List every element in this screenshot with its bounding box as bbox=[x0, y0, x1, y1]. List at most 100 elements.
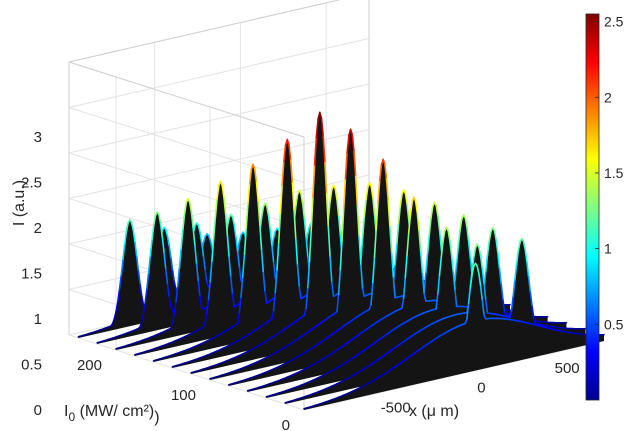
curve-segment bbox=[435, 204, 439, 217]
curve-segment bbox=[171, 312, 176, 324]
curve-segment bbox=[375, 202, 379, 231]
curve-segment bbox=[467, 287, 472, 305]
curve-segment bbox=[272, 291, 277, 312]
curve-segment bbox=[197, 224, 201, 234]
curve-segment bbox=[479, 284, 484, 301]
curve-segment bbox=[241, 253, 246, 279]
curve-segment bbox=[478, 246, 482, 257]
curve-segment bbox=[401, 297, 405, 310]
curve-segment bbox=[298, 286, 302, 300]
curve-segment bbox=[281, 160, 285, 187]
y-tick-label: 100 bbox=[171, 387, 196, 404]
curve-segment bbox=[390, 252, 395, 279]
colorbar-gradient bbox=[585, 13, 600, 401]
box-edge bbox=[68, 61, 305, 138]
curve-segment bbox=[253, 168, 258, 183]
curve-face bbox=[153, 164, 454, 362]
curve-segment bbox=[389, 225, 393, 254]
curve-segment bbox=[448, 239, 453, 256]
curve-segment bbox=[421, 272, 426, 295]
curve-segment bbox=[209, 260, 213, 283]
curve-segment bbox=[270, 309, 275, 320]
curve-segment bbox=[118, 274, 123, 291]
curve-segment bbox=[221, 184, 225, 198]
curve-segment bbox=[207, 280, 211, 301]
curve-segment bbox=[418, 229, 422, 253]
curve-segment bbox=[289, 159, 294, 184]
curve-segment bbox=[276, 241, 280, 271]
curve-segment bbox=[296, 264, 301, 288]
curve-segment bbox=[137, 270, 141, 286]
y-axis-label: I0 (MW/ cm²)) bbox=[64, 403, 160, 426]
curve-segment bbox=[495, 238, 499, 254]
curve-segment bbox=[211, 237, 215, 262]
curve-segment bbox=[378, 164, 383, 182]
curve-segment bbox=[117, 288, 121, 303]
curve-segment bbox=[407, 213, 412, 234]
curve-segment bbox=[329, 255, 333, 284]
curve-segment bbox=[527, 275, 532, 294]
box-edge bbox=[68, 0, 341, 63]
curve-segment bbox=[295, 193, 299, 207]
curve-segment bbox=[238, 266, 242, 282]
curve-segment bbox=[514, 263, 518, 281]
grid-line bbox=[68, 0, 341, 63]
curve-segment bbox=[353, 150, 357, 178]
curve-segment bbox=[392, 276, 396, 299]
z-tick-label: 1.5 bbox=[21, 266, 42, 283]
grid-line bbox=[68, 107, 305, 183]
curve-segment bbox=[529, 291, 533, 308]
curve-segment bbox=[496, 251, 501, 270]
curve-segment bbox=[216, 185, 220, 200]
curve-segment bbox=[515, 250, 520, 266]
curve-segment bbox=[406, 203, 410, 222]
curve-segment bbox=[293, 209, 297, 240]
curve-segment bbox=[327, 225, 331, 258]
curve-segment bbox=[163, 252, 167, 271]
curve-segment bbox=[416, 212, 420, 232]
curve-segment bbox=[517, 241, 521, 252]
curve-segment bbox=[464, 217, 468, 229]
curve-segment bbox=[484, 299, 489, 314]
curve-segment bbox=[479, 254, 484, 270]
curve-segment bbox=[188, 201, 193, 213]
curve-segment bbox=[414, 200, 419, 214]
curve-segment bbox=[320, 117, 325, 137]
curve-segment bbox=[301, 203, 306, 221]
curve-segment bbox=[437, 215, 441, 232]
curve-segment bbox=[442, 230, 446, 243]
grid-line bbox=[68, 38, 370, 108]
curve-segment bbox=[204, 312, 208, 325]
curve-segment bbox=[245, 203, 249, 230]
curve-segment bbox=[153, 214, 157, 226]
curve-segment bbox=[238, 296, 242, 314]
curve-segment bbox=[354, 175, 359, 207]
surface-curves bbox=[77, 111, 605, 410]
curve-segment bbox=[170, 257, 174, 272]
curve-segment bbox=[360, 237, 364, 261]
curve-segment bbox=[147, 255, 152, 274]
z-tick-label: 1 bbox=[34, 311, 42, 328]
curve-segment bbox=[436, 274, 441, 295]
curve-segment bbox=[524, 248, 528, 263]
curve-segment bbox=[243, 227, 247, 255]
curve-segment bbox=[190, 211, 194, 229]
colorbar-tick-label: 1.5 bbox=[604, 165, 624, 181]
curve-segment bbox=[476, 264, 480, 275]
curve-segment bbox=[370, 281, 374, 306]
z-axis-label: I (a.u.) bbox=[11, 180, 28, 226]
curve-segment bbox=[404, 192, 408, 206]
colorbar-tick-label: 1 bbox=[604, 241, 612, 257]
curve-segment bbox=[202, 235, 207, 244]
z-tick-label: 2.5 bbox=[21, 175, 42, 192]
curve-segment bbox=[151, 224, 155, 241]
curve-segment bbox=[510, 295, 515, 312]
curve-segment bbox=[450, 254, 455, 274]
curve-segment bbox=[358, 235, 362, 266]
curve-segment bbox=[207, 234, 212, 242]
curve-segment bbox=[146, 272, 150, 290]
curve-segment bbox=[526, 261, 530, 278]
curve-segment bbox=[255, 181, 260, 203]
curve-segment bbox=[341, 208, 345, 242]
colorbar: 0.5 1 1.5 2 2.5 bbox=[585, 13, 624, 401]
